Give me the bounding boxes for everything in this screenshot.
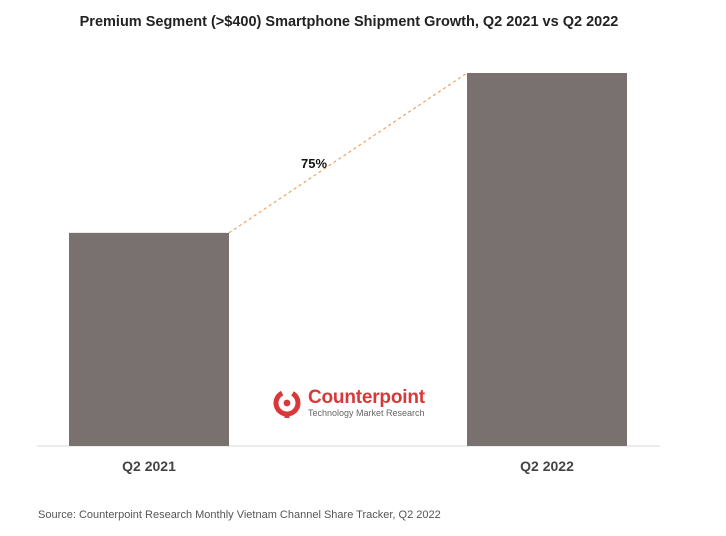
logo-name: Counterpoint [308, 387, 425, 408]
source-note: Source: Counterpoint Research Monthly Vi… [38, 509, 441, 521]
bar-chart: 75% Q2 2021 Q2 2022 [37, 72, 660, 474]
growth-percent-label: 75% [301, 156, 327, 171]
counterpoint-logo: Counterpoint Technology Market Research [272, 388, 425, 418]
logo-tagline: Technology Market Research [308, 408, 425, 418]
x-tick-label: Q2 2022 [520, 458, 574, 474]
x-tick-label: Q2 2021 [122, 458, 176, 474]
growth-connector-line [228, 72, 468, 234]
bar-q2-2021 [69, 232, 229, 446]
counterpoint-logo-icon [273, 389, 301, 418]
bar-q2-2022 [467, 73, 627, 446]
chart-title: Premium Segment (>$400) Smartphone Shipm… [79, 14, 619, 30]
